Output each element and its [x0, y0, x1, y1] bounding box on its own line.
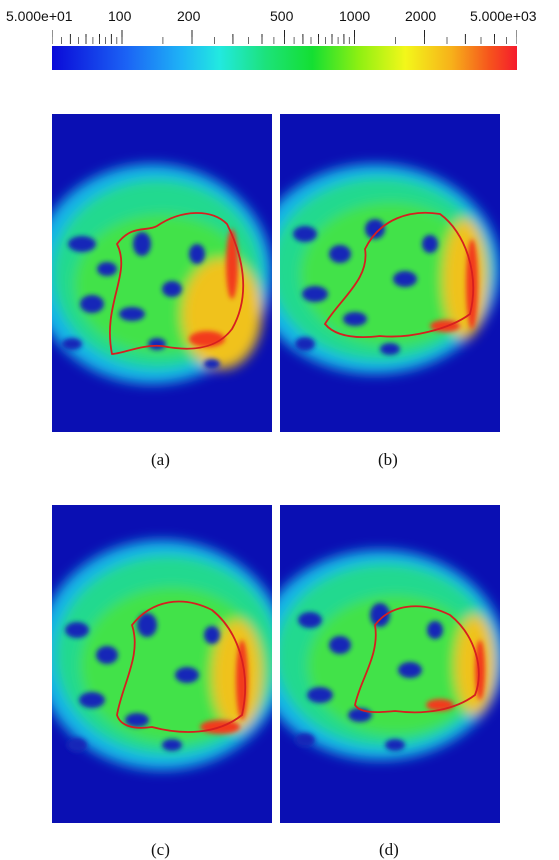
- colorbar-tick-label-200: 200: [177, 8, 201, 24]
- colorbar-tick-label-min: 5.000e+01: [6, 8, 73, 24]
- colorbar-legend: 5.000e+01 100 200 500 1000 2000 5.000e+0…: [0, 0, 559, 80]
- colorbar-tick-label-max: 5.000e+03: [470, 8, 537, 24]
- colorbar-tick-label-2000: 2000: [405, 8, 437, 24]
- field-panel-d: [280, 505, 500, 823]
- caption-b: (b): [378, 450, 398, 469]
- colorbar-tick-label-1000: 1000: [339, 8, 371, 24]
- caption-d: (d): [379, 840, 399, 859]
- colorbar-tick-label-100: 100: [108, 8, 132, 24]
- caption-a: (a): [151, 450, 170, 469]
- colorbar-ticks: [52, 30, 517, 44]
- caption-c: (c): [151, 840, 170, 859]
- field-panel-a: [52, 114, 272, 432]
- field-panel-b: [280, 114, 500, 432]
- colorbar-tick-label-500: 500: [270, 8, 294, 24]
- field-panel-c: [52, 505, 272, 823]
- colorbar-gradient: [52, 46, 517, 70]
